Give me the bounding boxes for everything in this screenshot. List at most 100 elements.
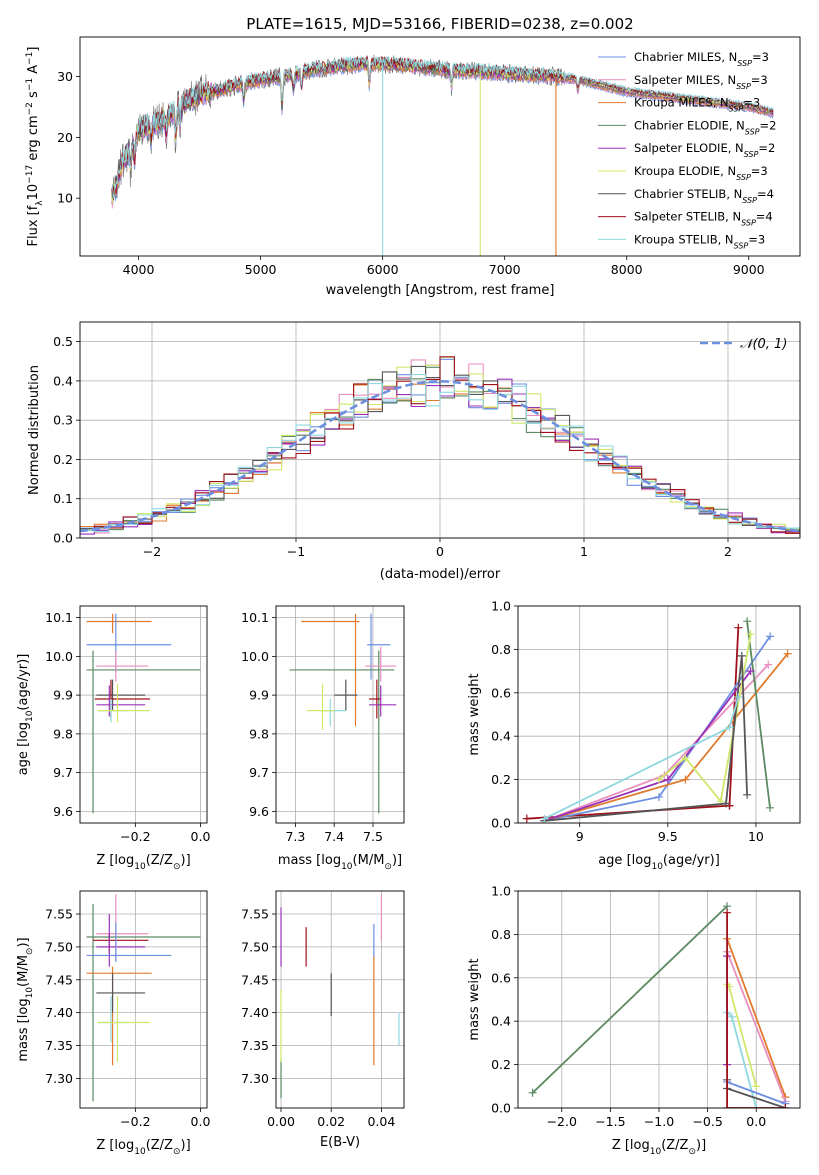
- label-part: =3: [752, 50, 769, 64]
- weight-line-krm: [544, 653, 789, 822]
- label-part: −1: [25, 52, 35, 65]
- age_vs_mass-panel: 7.3 7.4 7.5 9.6 9.7 9.8 9.9 10.0 10.1 mass [log10…: [241, 605, 405, 872]
- y-tick-label: 0.0: [53, 531, 73, 546]
- y-tick-label: 7.30: [45, 1071, 73, 1086]
- label-part: 10: [134, 1147, 146, 1157]
- x-tick-label: 1: [580, 544, 588, 559]
- x-tick-label: −1.0: [644, 1114, 674, 1129]
- weight-marker-krm: [783, 649, 792, 658]
- weight-marker-krs: [734, 693, 743, 702]
- spectrum-panel: 4000 5000 6000 7000 8000 9000 10 20 30 wavelength…: [25, 36, 801, 298]
- label-part: =2: [760, 118, 777, 132]
- label-part: Chabrier STELIB, N: [634, 187, 742, 201]
- legend-entry-krs: Kroupa STELIB, NSSP=3: [634, 232, 765, 250]
- axes-frame: [79, 605, 208, 824]
- label-part: =3: [751, 73, 768, 87]
- x-tick-label: 2: [724, 544, 732, 559]
- y-tick-label: 0.6: [491, 970, 511, 985]
- label-part: s: [26, 91, 41, 102]
- weight-line-sas: [526, 627, 740, 820]
- y-tick-label: 9.6: [53, 804, 73, 819]
- x-tick-label: 9.5: [658, 829, 678, 844]
- x-tick-label: 7000: [489, 262, 521, 277]
- age_vs_Z-panel: −0.2 0.09.69.79.89.910.010.1Z [log10(Z/Z⊙…: [16, 605, 210, 872]
- label-part: 10: [26, 184, 41, 201]
- label-part: ⊙: [688, 1147, 696, 1157]
- y-tick-label: 0.4: [491, 729, 511, 744]
- x-tick-label: −1: [287, 544, 305, 559]
- spectrum-plot-area: [111, 54, 774, 256]
- label-part: )]: [696, 1138, 706, 1153]
- histogram-krs: [80, 374, 800, 537]
- y-tick-label: 9.9: [249, 688, 269, 703]
- y-tick-label: 7.55: [241, 907, 269, 922]
- axes-frame: [517, 890, 801, 1109]
- mass-vs-Z-ylabel: mass [log10(M/M⊙)]: [16, 937, 35, 1061]
- label-part: 10: [25, 710, 35, 722]
- label-part: Salpeter STELIB, N: [634, 210, 741, 224]
- label-part: =4: [756, 210, 773, 224]
- x-tick-label: −1.5: [595, 1114, 625, 1129]
- weight_vs_Z-plot-area: [528, 902, 790, 1108]
- weight-marker-sae: [663, 775, 672, 784]
- mass_vs_Z-plot-area: [86, 894, 201, 1102]
- label-part: Z [log: [612, 1138, 650, 1153]
- y-tick-label: 0.8: [491, 927, 511, 942]
- age-vs-Z-ylabel: age [log10(age/yr)]: [16, 654, 35, 776]
- weight-marker-kre: [681, 753, 690, 762]
- label-part: Salpeter MILES, N: [634, 73, 736, 87]
- label-part: ⊙: [384, 862, 392, 872]
- label-part: 10: [25, 987, 35, 999]
- x-tick-label: 7.3: [285, 829, 305, 844]
- weight-line-che: [746, 621, 771, 808]
- y-tick-label: 0.1: [53, 491, 73, 506]
- x-tick-label: 4000: [123, 262, 155, 277]
- legend-entry-krm: Kroupa MILES, NSSP=3: [634, 96, 760, 114]
- y-tick-label: 10.0: [45, 649, 73, 664]
- weight-line-sas: [726, 912, 786, 1108]
- y-tick-label: 0.2: [491, 772, 511, 787]
- y-tick-label: 7.35: [45, 1038, 73, 1053]
- label-part: (Z/Z: [146, 853, 173, 868]
- weight_vs_age-panel: 9 9.5 10 0.0 0.2 0.4 0.6 0.8 1.0 mass weight age […: [467, 599, 801, 872]
- spectrum-xlabel: wavelength [Angstrom, rest frame]: [326, 283, 555, 298]
- label-part: Chabrier MILES, N: [634, 50, 737, 64]
- label-part: A: [26, 65, 41, 78]
- label-part: Kroupa ELODIE, N: [634, 164, 736, 178]
- label-part: ⊙: [173, 1147, 181, 1157]
- y-tick-label: 10.1: [45, 610, 73, 625]
- mass_vs_Z-panel: −0.2 0.07.307.357.407.457.507.55Z [log10(…: [16, 890, 210, 1157]
- label-part: ⊙: [173, 862, 181, 872]
- y-tick-label: 9.7: [53, 765, 73, 780]
- y-tick-label: 9.7: [249, 765, 269, 780]
- label-part: ⊙: [25, 948, 35, 956]
- label-part: 10: [134, 862, 146, 872]
- label-part: =4: [757, 187, 774, 201]
- axes-frame: [79, 36, 801, 257]
- spectrum-model-krm: [111, 61, 774, 203]
- weight_vs_Z-panel: −2.0 −1.5 −1.0 −0.5 0.0 0.0 0.2 0.4 0.6 0.8 1.0 mas…: [467, 884, 801, 1157]
- label-part: Salpeter ELODIE, N: [634, 141, 744, 155]
- y-tick-label: 7.50: [241, 939, 269, 954]
- label-part: )]: [181, 853, 191, 868]
- label-part: SSP: [736, 173, 751, 182]
- weight-marker-chs: [743, 790, 752, 799]
- weight-marker-kre: [752, 1082, 761, 1091]
- label-part: age [log: [16, 722, 31, 775]
- label-part: λ: [35, 200, 45, 206]
- y-tick-label: 0.5: [53, 334, 73, 349]
- mass-vs-ebv-xlabel: E(B-V): [320, 1135, 360, 1150]
- weight_vs_Z-ylabel: mass weight: [467, 958, 482, 1040]
- age-vs-Z-xlabel: Z [log10(Z/Z⊙)]: [96, 853, 190, 872]
- weight-marker-chs: [721, 799, 730, 808]
- y-tick-label: 9.6: [249, 804, 269, 819]
- label-part: SSP: [741, 218, 756, 227]
- x-tick-label: 0.04: [367, 1114, 395, 1129]
- label-part: )]: [16, 937, 31, 947]
- y-tick-label: 0.3: [53, 413, 73, 428]
- label-part: −2: [25, 102, 35, 115]
- label-part: ]: [26, 47, 41, 52]
- weight-marker-chs: [737, 651, 746, 660]
- label-part: Kroupa STELIB, N: [634, 232, 734, 246]
